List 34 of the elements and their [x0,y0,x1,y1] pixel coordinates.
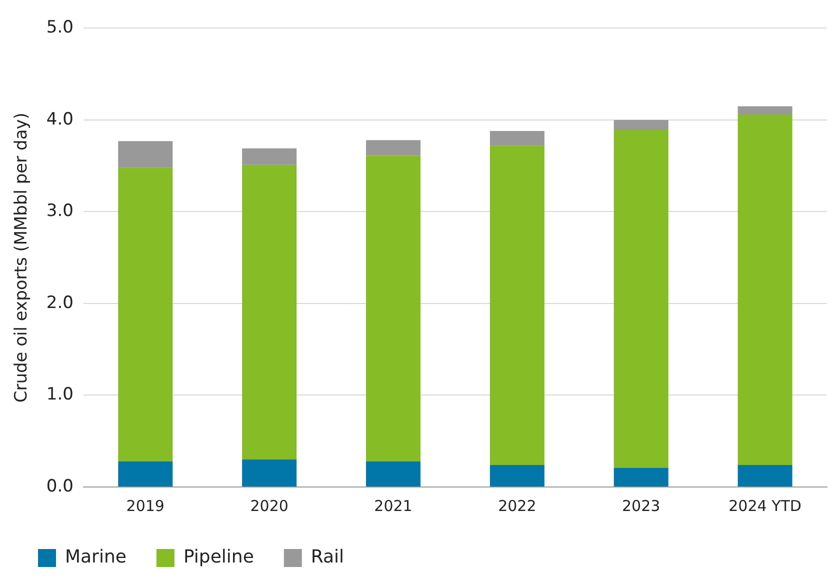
y-axis-title: Crude oil exports (MMbbl per day) [12,112,32,403]
legend-label: Rail [310,546,344,568]
bar [490,464,544,486]
bar [118,168,173,462]
bar [614,120,668,130]
bar [118,461,173,486]
x-tick-label: 2019 [126,496,164,515]
x-tick-label: 2024 YTD [728,496,802,515]
bar [242,148,297,165]
x-tick-label: 2023 [622,496,660,515]
x-tick-label: 2021 [374,496,412,515]
bar [614,468,668,486]
bar [118,141,173,168]
bar [738,464,792,486]
bar [366,461,421,486]
bar [242,164,297,460]
legend-label: Marine [65,546,126,568]
y-tick-label: 4.0 [46,109,74,130]
y-tick-label: 3.0 [46,201,74,222]
x-tick-label: 2020 [250,496,288,515]
x-tick-label: 2022 [498,496,536,515]
y-tick-label: 5.0 [46,18,74,38]
bar [490,130,544,146]
bar [738,106,792,114]
bar [366,156,421,462]
bar [366,140,421,156]
y-tick-label: 2.0 [46,292,74,313]
legend-label: Pipeline [183,546,254,568]
bar [490,146,544,465]
bar [738,114,792,465]
bar [614,130,668,468]
bar [242,459,297,486]
y-tick-label: 1.0 [46,384,74,405]
y-tick-label: 0.0 [46,476,74,496]
